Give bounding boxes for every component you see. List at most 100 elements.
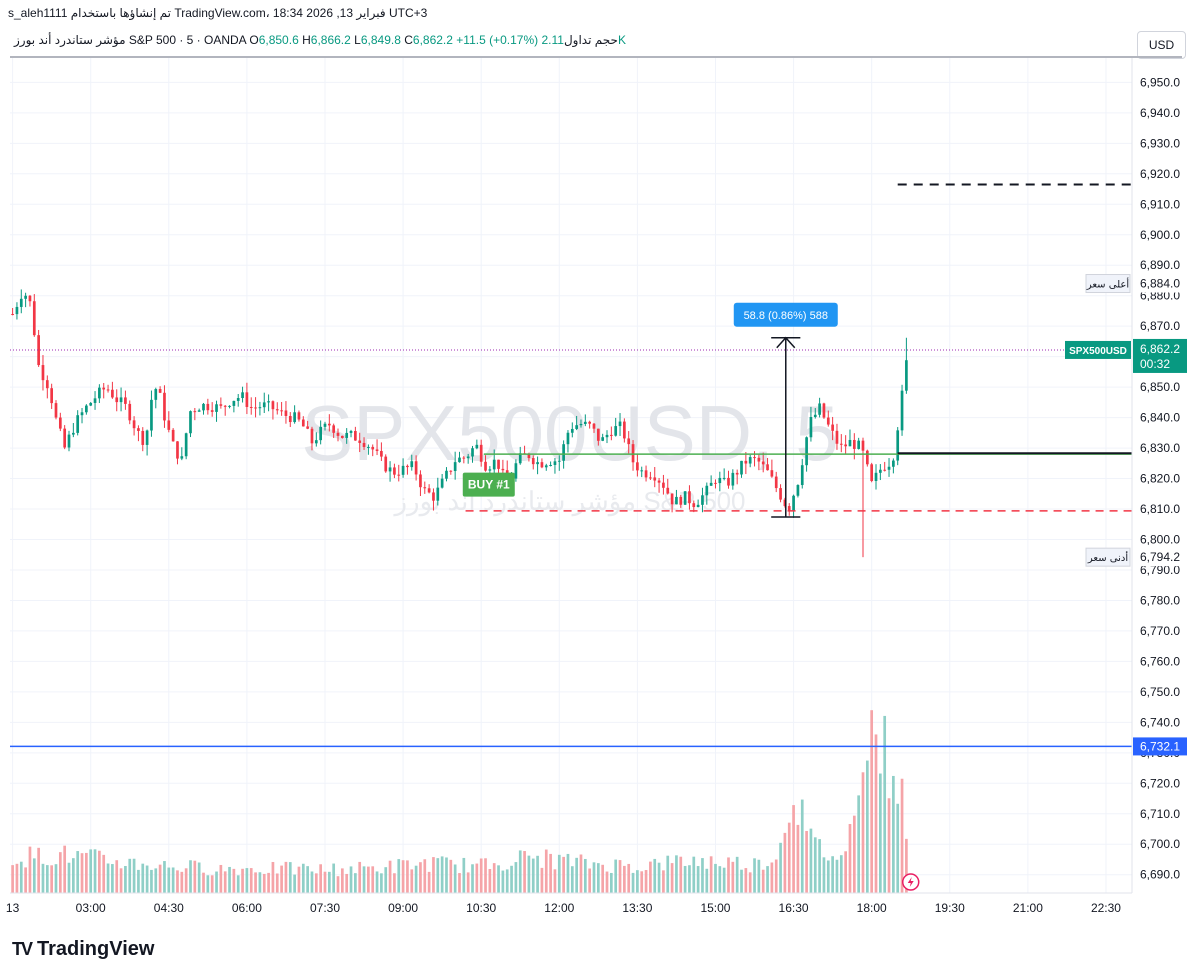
time-axis: 13 03:00 04:30 06:00 07:30 09:00 10:30 12:00 13:… — [6, 892, 1132, 915]
buy-marker-label: BUY #1 — [468, 478, 510, 492]
volume-bar — [245, 868, 249, 893]
candle-body — [314, 440, 318, 444]
candle-body — [787, 506, 791, 511]
candle-body — [601, 437, 605, 441]
candle-body — [623, 421, 626, 439]
candle-body — [527, 453, 531, 459]
candle-body — [132, 420, 136, 429]
countdown-label: 00:32 — [1140, 357, 1170, 371]
volume-bar — [879, 773, 882, 893]
volume-bar — [649, 861, 652, 893]
open-value: 6,850.6 — [258, 33, 299, 47]
candle-body — [193, 411, 197, 413]
change-value: +11.5 (+0.17%) — [456, 33, 539, 47]
price-tick-label: 6,700.0 — [1140, 837, 1180, 851]
candle-body — [670, 493, 674, 505]
candle-body — [102, 387, 106, 390]
candle-body — [206, 403, 210, 411]
volume-bar — [714, 863, 717, 893]
candle-body — [393, 467, 396, 475]
volume-bar — [453, 864, 457, 893]
symbol-tag — [1065, 340, 1131, 359]
candle-body — [11, 313, 14, 315]
level-lines — [10, 183, 1132, 748]
volume-bar — [375, 871, 379, 893]
candle-body — [384, 456, 388, 472]
high-price-value-box — [1133, 274, 1189, 293]
candle-body — [401, 465, 405, 475]
candle-body — [892, 460, 895, 467]
volume-bar — [744, 868, 748, 893]
volume-bar — [141, 863, 145, 893]
volume-bar — [709, 856, 713, 893]
volume-bar — [85, 852, 88, 893]
time-tick-label: 22:30 — [1091, 901, 1121, 915]
volume-bar — [865, 760, 869, 893]
volume-bar — [505, 869, 509, 893]
price-tick-label: 6,740.0 — [1140, 715, 1180, 729]
price-tick-label: 6,920.0 — [1140, 167, 1180, 181]
candle-body — [844, 444, 847, 447]
volume-bar — [696, 866, 700, 893]
volume-bar — [705, 868, 709, 893]
volume-bar — [466, 872, 470, 893]
candle-body — [905, 360, 908, 391]
candle-body — [371, 446, 375, 450]
candle-body — [675, 496, 678, 505]
currency-button[interactable]: USD — [1137, 31, 1186, 59]
candle-body — [596, 428, 600, 441]
volume-bar — [592, 862, 596, 893]
volume-bar — [275, 873, 279, 893]
candle-body — [557, 460, 561, 462]
symbol-name[interactable]: مؤشر ستاندرد أند بورز S&P 500 · 5 · OAND… — [14, 33, 247, 47]
price-chart[interactable]: SPX500USD, 5 مؤشر ستاندرد أند بورز S&P 5… — [0, 0, 1200, 930]
volume-bar — [722, 867, 726, 893]
candle-body — [189, 411, 192, 434]
volume-bar — [844, 851, 847, 893]
volume-bar — [536, 855, 539, 893]
volume-bar — [58, 852, 62, 893]
candle-body — [154, 389, 158, 400]
candle-body — [50, 388, 53, 404]
price-tick-label: 6,720.0 — [1140, 776, 1180, 790]
candle-body — [115, 397, 119, 403]
candle-body — [553, 461, 557, 465]
volume-bar — [718, 866, 722, 893]
volume-bar — [432, 857, 435, 893]
candle-body — [445, 470, 448, 479]
candle-body — [826, 417, 830, 425]
price-tick-label: 6,850.0 — [1140, 380, 1180, 394]
volume-bar — [189, 860, 192, 893]
price-tick-label: 6,770.0 — [1140, 624, 1180, 638]
volume-bars — [11, 710, 908, 893]
low-price-value: 6,794.2 — [1140, 550, 1180, 564]
volume-bar — [809, 828, 813, 893]
measure-arrow-head-icon — [776, 336, 796, 349]
candle-body — [158, 389, 162, 393]
volume-bar — [306, 866, 309, 893]
volume-bar — [397, 859, 401, 893]
candle-body — [85, 405, 88, 413]
candle-body — [54, 403, 58, 418]
symbol-legend: مؤشر ستاندرد أند بورز S&P 500 · 5 · OAND… — [14, 33, 626, 47]
tradingview-logo[interactable]: TV TradingView — [12, 938, 154, 961]
volume-bar — [128, 858, 132, 893]
candle-body — [32, 301, 36, 336]
volume-bar — [818, 839, 821, 893]
time-tick-label: 12:00 — [544, 901, 574, 915]
time-tick-label: 13 — [6, 901, 20, 915]
volume-bar — [384, 867, 388, 893]
volume-bar — [380, 873, 383, 893]
candle-body — [462, 457, 466, 459]
candle-body — [714, 482, 717, 484]
volume-bar — [800, 799, 804, 893]
volume-bar — [210, 875, 214, 893]
candle-body — [119, 397, 123, 403]
volume-bar — [41, 863, 45, 893]
candle-body — [349, 431, 353, 433]
buy-marker[interactable] — [462, 472, 515, 497]
volume-bar — [254, 872, 257, 893]
candle-body — [414, 461, 418, 475]
candle-body — [761, 461, 765, 465]
volume-bar — [171, 867, 175, 893]
